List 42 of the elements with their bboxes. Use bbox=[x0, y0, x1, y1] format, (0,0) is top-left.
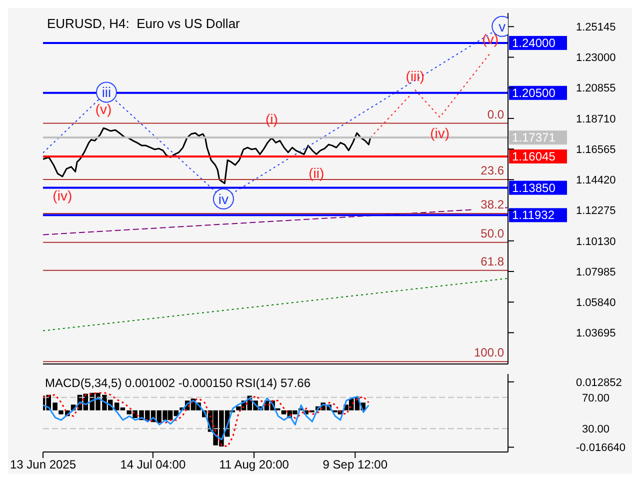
annotation: (v) bbox=[95, 101, 112, 118]
y-tick-label: 1.20855 bbox=[576, 82, 616, 95]
data-label: iii bbox=[102, 84, 112, 100]
data-label: (iv) bbox=[430, 125, 450, 142]
series-label: 38.2 bbox=[480, 197, 504, 212]
series-label: 0.0 bbox=[487, 107, 504, 122]
data-label: v bbox=[498, 18, 506, 34]
y-tick-label: 1.25145 bbox=[576, 22, 616, 34]
annotation: (ii) bbox=[308, 165, 324, 182]
x-tick-label: 14 Jul 04:00 bbox=[120, 458, 186, 472]
y-tick-label: 1.03695 bbox=[576, 328, 616, 340]
chart-title: MACD(5,34,5) 0.001002 -0.000150 RSI(14) 57.66 bbox=[45, 376, 310, 390]
x-tick-label: 9 Sep 12:00 bbox=[322, 458, 388, 472]
y-tick-label: 1.12275 bbox=[576, 205, 616, 218]
x-tick-label: 13 Jun 2025 bbox=[10, 458, 76, 472]
data-label: (iii) bbox=[406, 68, 424, 84]
ref-line-label: 1.13850 bbox=[512, 180, 556, 195]
annotation: (iv) bbox=[52, 187, 72, 204]
y2-tick-label: 70.00 bbox=[582, 392, 610, 404]
y-tick-label: 1.23000 bbox=[576, 52, 616, 64]
y-tick-label: 1.07985 bbox=[576, 266, 616, 278]
ref-line-label: 1.11932 bbox=[512, 208, 555, 222]
series-label: 23.6 bbox=[480, 164, 504, 178]
annotation: (i) bbox=[265, 110, 278, 127]
ref-line-label: 1.24000 bbox=[512, 36, 556, 50]
y-tick-label: 1.10130 bbox=[576, 236, 616, 248]
ref-line-label: 1.17371 bbox=[512, 130, 556, 145]
series-label: 61.8 bbox=[480, 254, 504, 268]
x-tick-label: 11 Aug 20:00 bbox=[219, 458, 290, 472]
y-tick-label: 1.18710 bbox=[576, 113, 616, 126]
y-tick-label: 0.012852 bbox=[576, 376, 622, 389]
series-label: 100.0 bbox=[474, 346, 504, 360]
y-tick-label: 1.05840 bbox=[576, 296, 616, 309]
data-label: iv bbox=[218, 190, 229, 207]
y-tick-label: 1.14420 bbox=[576, 174, 616, 187]
y2-tick-label: 30.00 bbox=[582, 424, 610, 436]
series-label: 50.0 bbox=[480, 226, 504, 240]
chart-title: EURUSD, H4: Euro vs US Dollar bbox=[47, 16, 240, 31]
y-tick-label: -0.016640 bbox=[576, 442, 626, 454]
ref-line-label: 1.16045 bbox=[512, 149, 556, 164]
y-tick-label: 1.16565 bbox=[576, 144, 616, 156]
ref-line-label: 1.20500 bbox=[512, 86, 556, 100]
